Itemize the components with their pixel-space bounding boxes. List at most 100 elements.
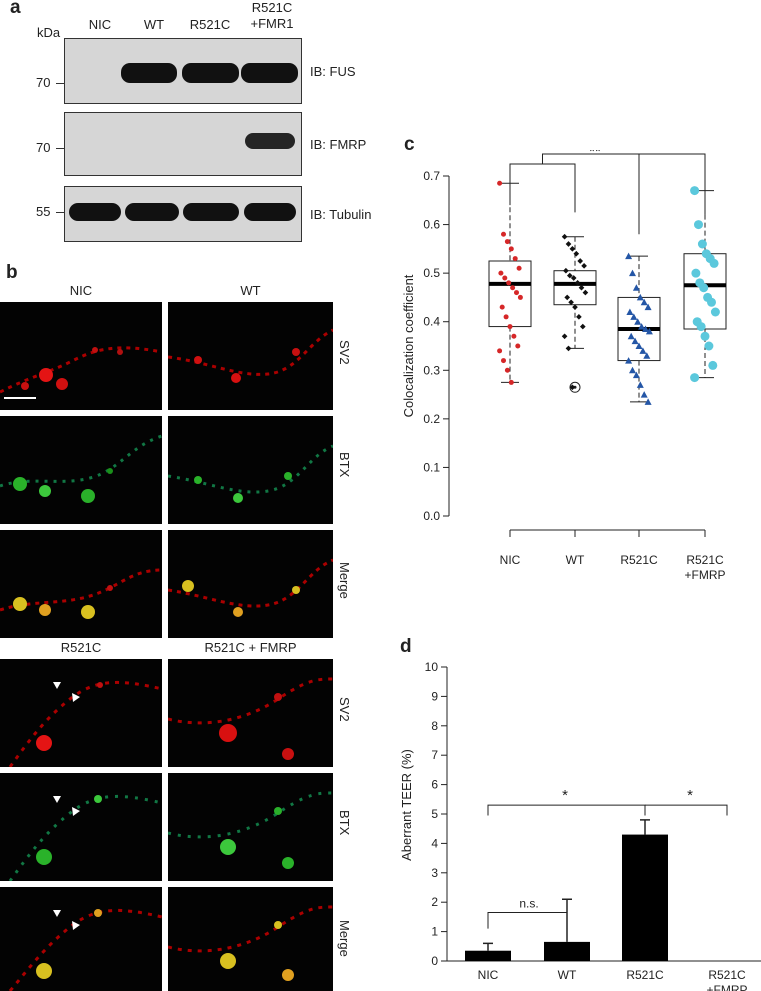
data-point <box>697 239 707 249</box>
significance-bracket <box>487 804 646 816</box>
y-tick-label: 0.0 <box>423 509 440 523</box>
micrograph-r521c-btx <box>0 773 162 881</box>
data-point <box>707 297 716 307</box>
y-tick-label: 4 <box>431 836 438 850</box>
y-tick-label: 2 <box>431 895 438 909</box>
data-point <box>561 333 568 340</box>
fus-band-r521c-fmr1 <box>241 63 298 83</box>
arrowhead-icon <box>72 807 80 816</box>
bar <box>465 950 511 961</box>
row-label-merge: Merge <box>337 562 352 599</box>
micrograph-r521c-merge <box>0 887 162 991</box>
arrowhead-icon <box>53 910 61 917</box>
tubulin-band-r521c <box>183 203 239 221</box>
data-point <box>631 337 639 345</box>
fmrp-band-r521c-fmr1 <box>245 133 295 149</box>
data-point <box>497 180 503 186</box>
data-point <box>636 293 644 301</box>
y-axis-title: Colocalization coefficient <box>401 274 416 417</box>
data-point <box>636 381 644 388</box>
micrograph-title-r521c: R521C <box>60 640 102 655</box>
y-tick-label: 0.5 <box>423 266 440 280</box>
significance-label: ** <box>666 150 678 156</box>
significance-bracket <box>645 804 728 816</box>
data-point <box>700 331 710 341</box>
row-label-btx: BTX <box>337 452 352 478</box>
arrowhead-icon <box>53 796 61 803</box>
panel-b-letter: b <box>6 262 18 283</box>
micrograph-wt-sv2 <box>168 302 333 410</box>
data-point <box>635 342 643 349</box>
x-tick-label: NIC <box>500 553 521 567</box>
arrowhead-icon <box>72 693 80 702</box>
data-point <box>577 258 584 264</box>
data-point <box>566 272 573 279</box>
x-tick-label: R521C <box>620 553 658 567</box>
data-point <box>563 267 569 274</box>
bar <box>544 941 590 961</box>
data-point <box>507 324 513 330</box>
data-point <box>511 333 517 339</box>
data-point <box>565 345 572 352</box>
y-tick-label: 5 <box>431 807 438 821</box>
data-point <box>640 298 648 306</box>
y-tick-label: 0.2 <box>423 412 440 426</box>
x-tick-label: R521C <box>626 968 664 982</box>
significance-bracket <box>542 153 640 235</box>
micrograph-nic-btx <box>0 416 162 524</box>
data-point <box>629 366 636 374</box>
data-point <box>565 241 572 247</box>
micrograph-title-nic: NIC <box>69 283 93 298</box>
panel-d-letter: d <box>400 636 412 657</box>
data-point <box>517 294 523 300</box>
y-tick-label: 7 <box>431 748 438 762</box>
colocalization-boxplot: 0.0 0.1 0.2 0.3 0.4 0.5 0.6 0.7 Colocalization c… <box>401 150 727 582</box>
lane-label-wt: WT <box>143 17 165 32</box>
data-point <box>632 371 640 379</box>
data-point <box>629 269 636 277</box>
data-point <box>569 384 576 391</box>
tubulin-band-r521c-fmr1 <box>244 203 296 221</box>
micrograph-r521c-fmrp-sv2 <box>168 659 333 767</box>
data-point <box>708 360 718 370</box>
y-tick-label: 8 <box>431 719 438 733</box>
data-point <box>640 391 648 398</box>
row-label-sv2: SV2 <box>337 697 352 722</box>
box-iqr <box>488 260 532 328</box>
data-point <box>503 314 509 320</box>
data-point <box>644 398 652 405</box>
row-label-sv2: SV2 <box>337 340 352 365</box>
lane-label-r521c-fmr1: R521C +FMR1 <box>250 0 294 31</box>
x-tick-label: R521C +FMRP <box>684 553 725 582</box>
x-tick-label: WT <box>566 553 585 567</box>
data-point <box>572 304 578 310</box>
data-point <box>573 250 580 257</box>
blot-fus <box>64 38 302 104</box>
data-point <box>514 290 519 296</box>
data-point <box>626 308 634 315</box>
significance-label: n.s. <box>519 896 538 910</box>
bar <box>622 834 668 961</box>
tubulin-band-nic <box>69 203 121 221</box>
micrograph-r521c-fmrp-merge <box>168 887 333 991</box>
data-point <box>581 263 587 269</box>
significance-bracket <box>639 153 706 215</box>
micrograph-r521c-sv2 <box>0 659 162 767</box>
y-tick-label: 6 <box>431 778 438 792</box>
arrowhead-icon <box>53 682 61 689</box>
data-point <box>582 289 589 296</box>
data-point <box>508 379 514 385</box>
micrograph-r521c-fmrp-btx <box>168 773 333 881</box>
x-tick-label: WT <box>558 968 577 982</box>
data-point <box>497 348 503 354</box>
y-tick-label: 0 <box>431 954 438 968</box>
data-point <box>630 313 638 320</box>
blot-tubulin-marker: 55 <box>36 204 51 219</box>
marker-tick <box>56 83 64 84</box>
y-tick-label: 0.6 <box>423 218 440 232</box>
micrograph-title-wt: WT <box>240 283 261 298</box>
data-point <box>578 284 585 291</box>
row-label-btx: BTX <box>337 810 352 836</box>
data-point <box>579 323 586 330</box>
blot-fus-marker: 70 <box>36 75 51 90</box>
